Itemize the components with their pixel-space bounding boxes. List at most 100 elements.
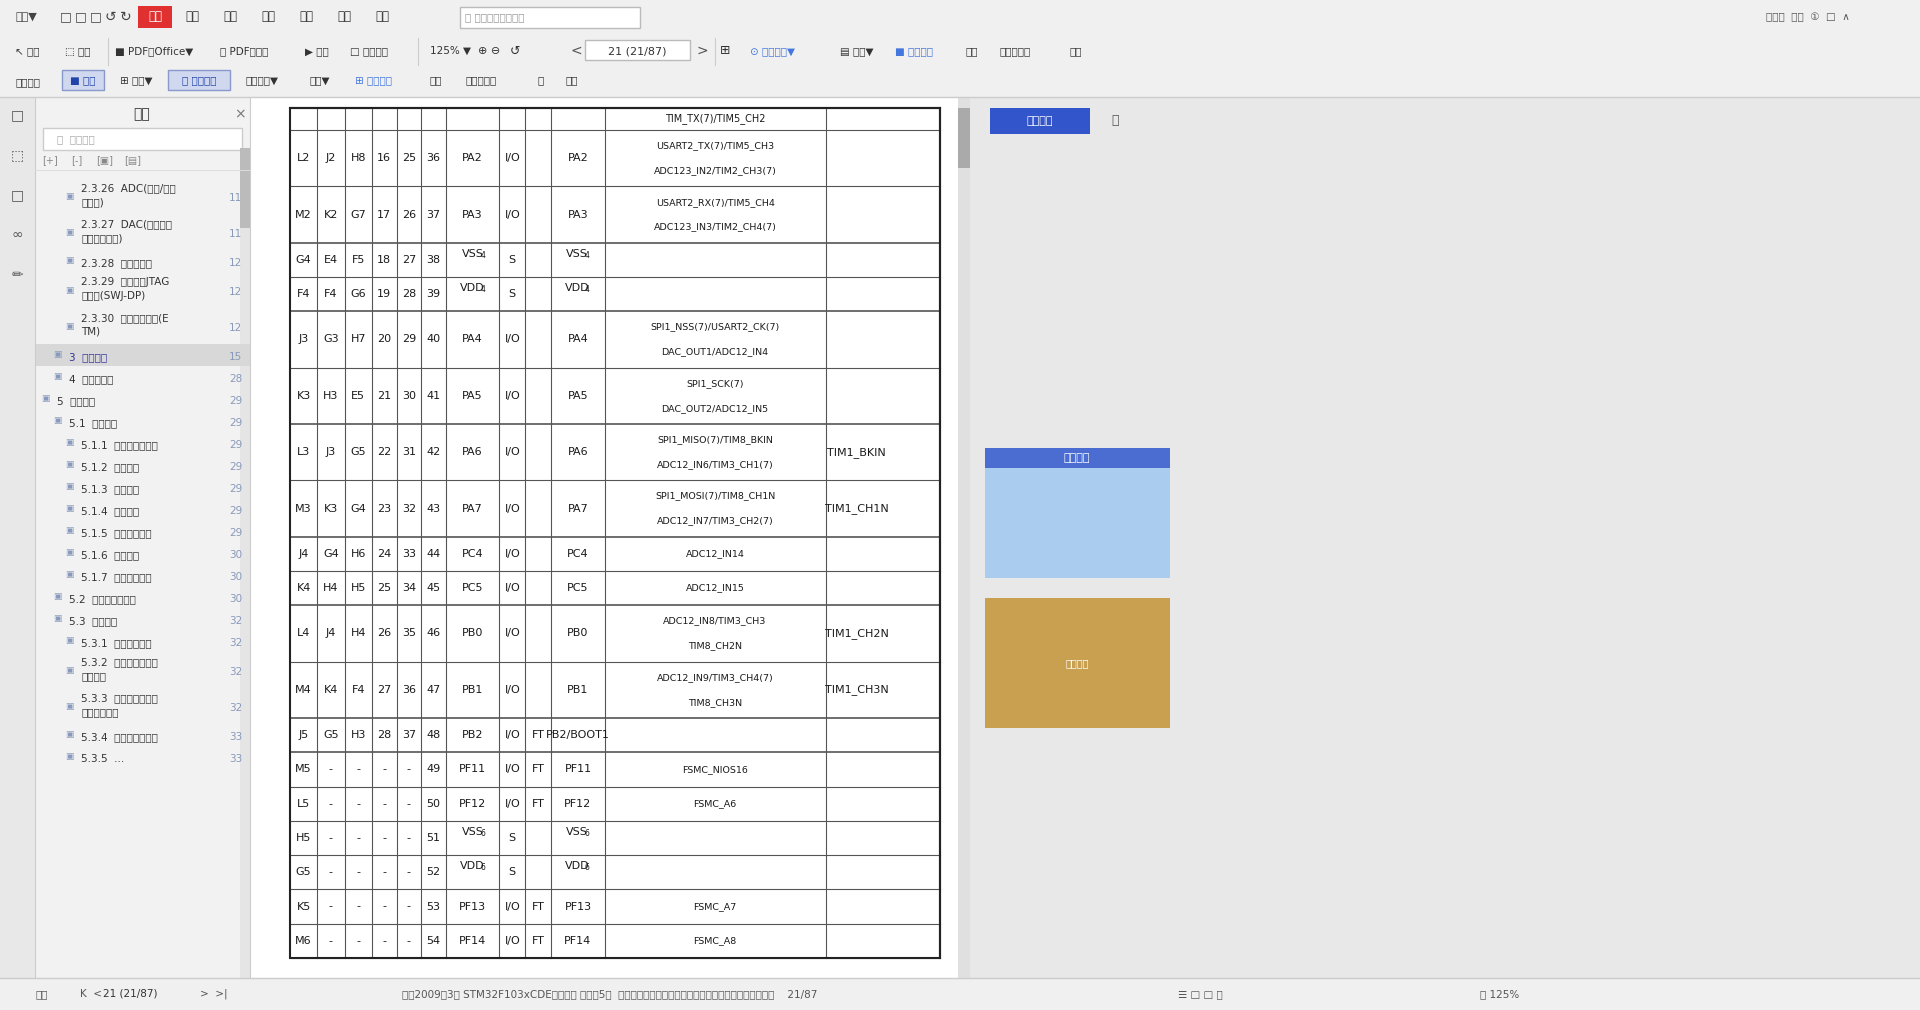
Text: PB0: PB0 [463,628,484,638]
Text: SPI1_NSS(7)/USART2_CK(7): SPI1_NSS(7)/USART2_CK(7) [651,322,780,331]
Text: 47: 47 [426,685,442,695]
Text: FT: FT [532,936,545,945]
Text: 49: 49 [426,765,442,775]
Text: 5.1.7  电流消耗测量: 5.1.7 电流消耗测量 [81,572,152,582]
Text: 转换器): 转换器) [81,197,104,207]
Bar [970,98,1920,978]
Text: 22: 22 [376,447,392,458]
Text: 31: 31 [401,447,417,458]
Text: J3: J3 [298,334,309,344]
Text: PA4: PA4 [568,334,588,344]
Text: 5.2  绝对最大额定值: 5.2 绝对最大额定值 [69,594,136,604]
Text: S: S [509,868,516,878]
Text: PB0: PB0 [566,628,589,638]
Text: PA5: PA5 [463,391,484,401]
Text: TIM1_CH3N: TIM1_CH3N [826,685,889,695]
Text: TIM1_CH2N: TIM1_CH2N [826,628,889,639]
Text: 125% ▼: 125% ▼ [430,46,470,56]
Text: ADC12_IN8/TIM3_CH3: ADC12_IN8/TIM3_CH3 [664,616,766,625]
Bar [958,98,970,978]
Bar [461,7,639,28]
Text: J5: J5 [298,730,309,740]
Bar [290,242,941,277]
Text: -: - [407,799,411,809]
Text: K4: K4 [296,583,311,593]
Text: I/O: I/O [505,548,520,559]
Text: 15: 15 [228,352,242,362]
Text: DAC_OUT1/ADC12_IN4: DAC_OUT1/ADC12_IN4 [662,347,768,357]
Text: >: > [697,44,708,58]
Text: VDD: VDD [461,862,486,872]
Text: 中文上传: 中文上传 [1027,116,1054,126]
Text: PA2: PA2 [568,154,588,164]
Text: FSMC_A6: FSMC_A6 [693,799,737,808]
Text: 54: 54 [426,936,442,945]
Text: I/O: I/O [505,334,520,344]
Text: H5: H5 [351,583,367,593]
Text: 背景▼: 背景▼ [309,75,330,85]
Text: 🔍 搜索词、文档内容: 🔍 搜索词、文档内容 [465,12,524,22]
Text: -: - [328,833,332,843]
Text: VSS: VSS [461,248,484,259]
Text: 自动滚动▼: 自动滚动▼ [246,75,278,85]
Text: M2: M2 [296,209,313,219]
Text: PF13: PF13 [459,902,486,912]
Text: □ 阅读模式: □ 阅读模式 [349,46,388,56]
Text: PF11: PF11 [564,765,591,775]
Text: -: - [328,936,332,945]
Text: >  >|: > >| [200,989,228,999]
Text: M3: M3 [296,504,311,513]
Text: 28: 28 [228,374,242,384]
Text: 拟信号转换器): 拟信号转换器) [81,233,123,243]
Bar [290,787,941,821]
Text: VDD: VDD [461,283,486,293]
Text: G4: G4 [296,255,311,265]
Text: G6: G6 [351,289,367,299]
Text: 52: 52 [426,868,442,878]
Text: 41: 41 [426,391,442,401]
Text: 5.3  工作条件: 5.3 工作条件 [69,616,117,626]
Text: 42: 42 [426,447,442,458]
Bar [61,70,104,90]
Text: I/O: I/O [505,730,520,740]
Text: 5.1.6  供电方案: 5.1.6 供电方案 [81,550,138,560]
Text: 5  电气特性: 5 电气特性 [58,396,96,406]
Text: ☰ □ □ 目: ☰ □ □ 目 [1177,989,1223,999]
Text: 26: 26 [376,628,392,638]
Text: 旋转文档: 旋转文档 [15,77,40,87]
Text: 50: 50 [426,799,442,809]
Text: ⊙ 如初翻译▼: ⊙ 如初翻译▼ [751,46,795,56]
Text: <: < [570,44,582,58]
Bar [0,98,35,978]
Text: 🔍: 🔍 [1112,114,1119,127]
Text: ■ 全文翻译: ■ 全文翻译 [895,46,933,56]
Text: 片 连续阅读: 片 连续阅读 [182,75,217,85]
Text: 5.3.2  上电和掉电时的: 5.3.2 上电和掉电时的 [81,656,157,667]
Text: 38: 38 [426,255,442,265]
Text: M6: M6 [296,936,311,945]
Bar [290,571,941,605]
Text: USART2_TX(7)/TIM5_CH3: USART2_TX(7)/TIM5_CH3 [657,141,774,150]
Text: K2: K2 [324,209,338,219]
Text: TM): TM) [81,327,100,337]
Text: 44: 44 [426,548,442,559]
Text: PA6: PA6 [463,447,484,458]
Text: SPI1_SCK(7): SPI1_SCK(7) [685,379,743,388]
Text: ADC12_IN9/TIM3_CH4(7): ADC12_IN9/TIM3_CH4(7) [657,673,774,682]
Text: 29: 29 [228,440,242,450]
Text: 注释: 注释 [223,10,236,23]
Text: □: □ [75,10,86,23]
Text: 5.3.1  通用工作条件: 5.3.1 通用工作条件 [81,638,152,648]
Text: 4  存储器映像: 4 存储器映像 [69,374,113,384]
Text: ADC12_IN14: ADC12_IN14 [685,549,745,559]
Bar [290,424,941,481]
Text: ▣: ▣ [65,461,73,470]
Text: L3: L3 [298,447,311,458]
Text: 控制模块特性: 控制模块特性 [81,707,119,717]
Text: 21 (21/87): 21 (21/87) [104,989,157,999]
Text: 30: 30 [228,572,242,582]
Text: 查找: 查找 [1069,46,1083,56]
Text: 3  引脚定义: 3 引脚定义 [69,352,108,362]
Text: 2.3.26  ADC(模拟/数字: 2.3.26 ADC(模拟/数字 [81,183,177,193]
Text: FSMC_NIOS16: FSMC_NIOS16 [682,765,749,774]
